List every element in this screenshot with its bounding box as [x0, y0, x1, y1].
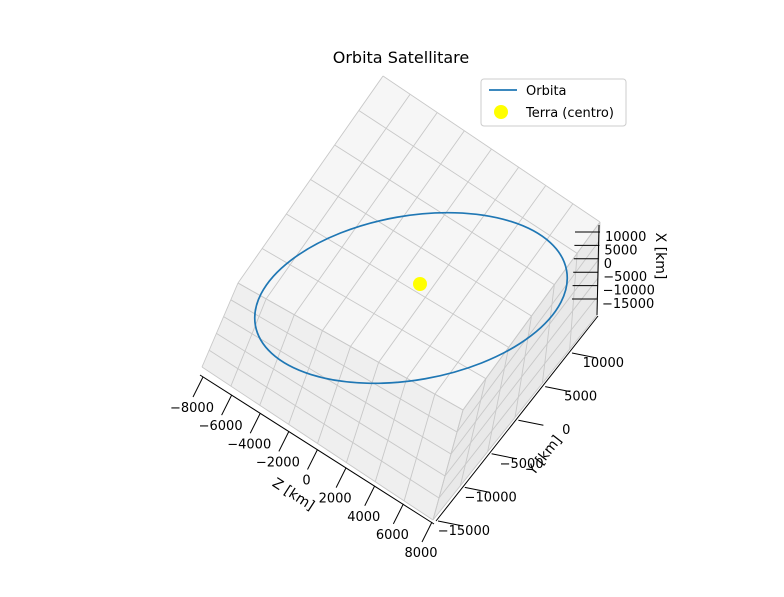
z-tick-mark — [364, 485, 376, 506]
y-tick-mark — [545, 386, 571, 393]
grid-line-right-y — [432, 409, 464, 521]
legend: Orbita Terra (centro) — [480, 78, 627, 127]
grid-line-left-x — [208, 349, 440, 499]
z-tick-label: −4000 — [227, 437, 271, 452]
grid-line-left-z — [288, 330, 323, 425]
grid-line-right-y — [487, 347, 510, 452]
legend-box — [480, 78, 627, 127]
z-tick-label: −2000 — [256, 455, 300, 470]
grid-line-top-y — [334, 144, 555, 286]
grid-line-right-x — [432, 314, 598, 521]
z-tick-label: 6000 — [376, 528, 409, 543]
x-tick-label: 0 — [604, 257, 612, 272]
chart-title: Orbita Satellitare — [333, 48, 470, 67]
z-tick-label: 2000 — [319, 492, 352, 507]
grid-line-left-z — [345, 362, 380, 463]
legend-earth-swatch — [494, 105, 508, 119]
orbit-line — [253, 211, 569, 385]
grid-line-left-x — [216, 333, 446, 477]
grid-lines — [201, 75, 601, 521]
z-tick-mark — [278, 431, 290, 452]
y-tick-label: −5000 — [500, 457, 544, 472]
grid-line-top-y — [310, 179, 532, 317]
z-tick-mark — [192, 376, 204, 398]
y-tick-label: −10000 — [465, 490, 517, 505]
legend-orbit-label: Orbita — [526, 84, 567, 99]
grid-line-top-y — [382, 75, 601, 223]
y-axis-ticks: 10000 5000 0 −5000 −10000 −15000 — [437, 352, 624, 539]
y-axis-line — [435, 315, 599, 522]
grid-line-right-x — [450, 258, 600, 455]
grid-line-left-z — [403, 394, 436, 501]
x-tick-label: −5000 — [603, 270, 647, 285]
axes-panes — [202, 76, 600, 520]
y-tick-mark — [491, 453, 517, 460]
y-tick-mark — [518, 419, 544, 426]
grid-line-left-z — [374, 378, 408, 482]
x-tick-label: 5000 — [604, 243, 637, 258]
grid-line-left-x — [201, 366, 434, 521]
grid-line-left-x — [230, 299, 458, 433]
grid-line-left-x — [223, 316, 452, 455]
y-tick-label: 10000 — [583, 356, 624, 371]
z-tick-mark — [421, 521, 433, 543]
z-tick-label: 4000 — [347, 510, 380, 525]
z-tick-mark — [307, 449, 318, 470]
y-tick-mark — [464, 486, 490, 493]
z-tick-mark — [249, 413, 261, 434]
z-tick-label: 8000 — [404, 546, 437, 561]
z-tick-label: 0 — [302, 474, 310, 489]
y-tick-mark — [437, 520, 464, 527]
earth-marker — [413, 277, 427, 291]
x-tick-label: 10000 — [605, 230, 646, 245]
z-tick-mark — [335, 467, 347, 488]
grid-line-left-z — [201, 282, 239, 368]
grid-line-left-z — [230, 298, 267, 387]
left-pane — [202, 283, 463, 520]
x-tick-label: −15000 — [602, 297, 654, 312]
grid-line-left-z — [317, 346, 351, 444]
grid-line-right-x — [438, 296, 598, 499]
z-tick-mark — [221, 394, 233, 416]
x-tick-label: −10000 — [603, 284, 655, 299]
grid-line-left-x — [237, 282, 464, 411]
x-axis-label: X [km] — [652, 233, 668, 280]
y-tick-label: 5000 — [564, 390, 597, 405]
grid-line-left-z — [259, 314, 295, 406]
z-tick-mark — [392, 503, 404, 525]
z-tick-label: −6000 — [199, 419, 243, 434]
y-tick-label: −15000 — [438, 524, 490, 539]
grid-line-top-y — [358, 110, 578, 254]
grid-line-right-y — [569, 253, 578, 350]
grid-line-right-y — [514, 315, 532, 418]
y-tick-mark — [571, 352, 598, 359]
grid-line-right-x — [462, 221, 601, 411]
grid-line-top-y — [286, 213, 509, 348]
grid-line-right-y — [459, 378, 487, 486]
grid-line-top-y — [261, 248, 487, 380]
legend-earth-label: Terra (centro) — [525, 106, 614, 121]
grid-line-right-y — [541, 284, 555, 384]
y-tick-label: 0 — [562, 423, 570, 438]
grid-line-right-x — [444, 277, 599, 477]
z-tick-label: −8000 — [170, 401, 214, 416]
x-axis-line — [596, 224, 600, 316]
top-pane — [238, 76, 600, 410]
